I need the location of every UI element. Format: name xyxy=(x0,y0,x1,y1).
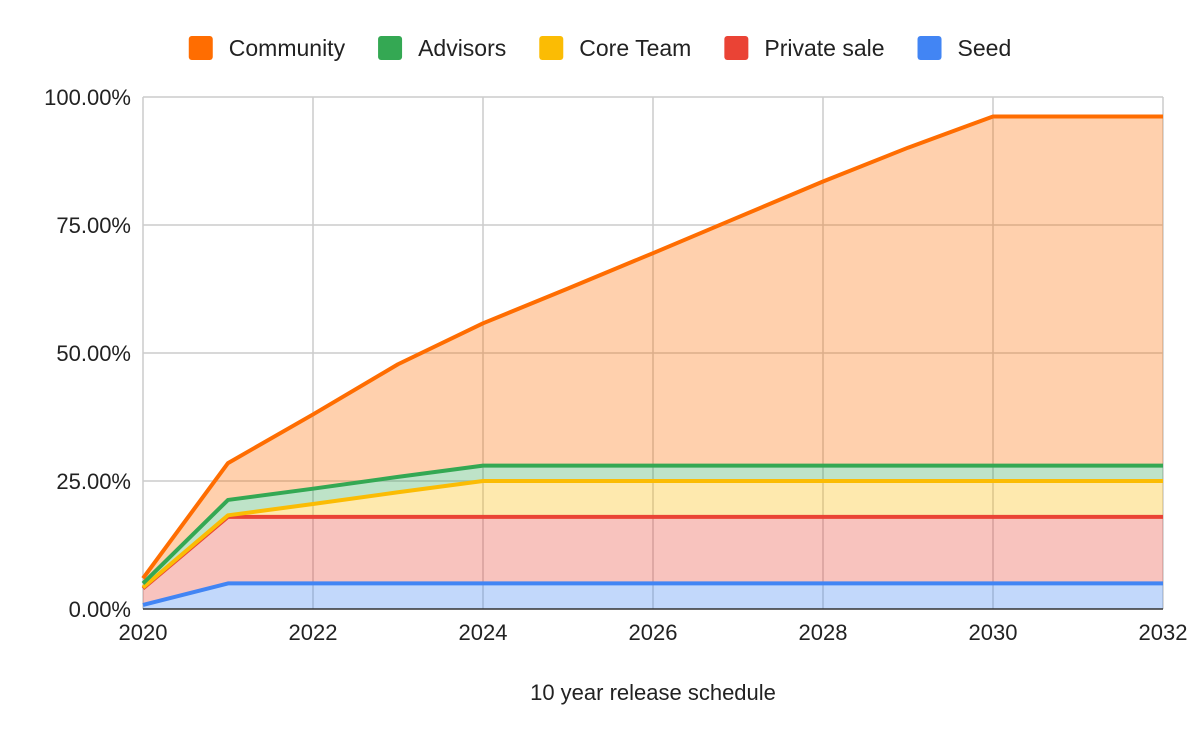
legend-swatch xyxy=(378,36,403,60)
legend-swatch xyxy=(539,36,564,60)
line-core-team xyxy=(141,479,1163,590)
x-tick-label: 2024 xyxy=(459,620,508,645)
legend-swatch xyxy=(188,36,213,60)
x-axis-title: 10 year release schedule xyxy=(530,680,776,705)
legend-swatch xyxy=(724,36,749,60)
legend-label: Advisors xyxy=(418,35,506,61)
x-tick-label: 2032 xyxy=(1139,620,1188,645)
legend: Community Advisors Core Team Private sale Se… xyxy=(188,35,1012,61)
legend-label: Community xyxy=(229,35,346,61)
legend-label: Seed xyxy=(958,35,1012,61)
legend-label: Core Team xyxy=(579,35,691,61)
x-tick-label: 2026 xyxy=(629,620,678,645)
y-tick-label: 100.00% xyxy=(44,85,131,110)
x-tick-label: 2028 xyxy=(799,620,848,645)
line-private-sale xyxy=(141,514,1163,591)
area-community xyxy=(143,116,1163,584)
x-tick-label: 2022 xyxy=(289,620,338,645)
line-seed xyxy=(142,581,1163,607)
area-advisors xyxy=(143,465,1163,588)
area-core-team xyxy=(143,481,1163,589)
legend-item-advisors[interactable]: Advisors xyxy=(378,35,506,61)
y-tick-label: 75.00% xyxy=(56,213,131,238)
line-advisors xyxy=(141,463,1163,585)
line-community xyxy=(141,114,1163,580)
axes: 0.00% 25.00% 50.00% 75.00% 100.00% 2020 2022 20… xyxy=(44,85,1187,645)
legend-item-private-sale[interactable]: Private sale xyxy=(724,35,885,61)
area-seed xyxy=(143,583,1163,609)
y-tick-label: 25.00% xyxy=(56,469,131,494)
legend-label: Private sale xyxy=(764,35,884,61)
grid xyxy=(142,96,1164,609)
y-tick-label: 0.00% xyxy=(69,597,131,622)
legend-item-core-team[interactable]: Core Team xyxy=(539,35,691,61)
legend-item-seed[interactable]: Seed xyxy=(917,35,1012,61)
x-tick-label: 2020 xyxy=(119,620,168,645)
x-tick-label: 2030 xyxy=(969,620,1018,645)
y-tick-label: 50.00% xyxy=(56,341,131,366)
series-lines xyxy=(141,114,1163,607)
legend-swatch xyxy=(917,36,942,60)
legend-item-community[interactable]: Community xyxy=(188,35,346,61)
